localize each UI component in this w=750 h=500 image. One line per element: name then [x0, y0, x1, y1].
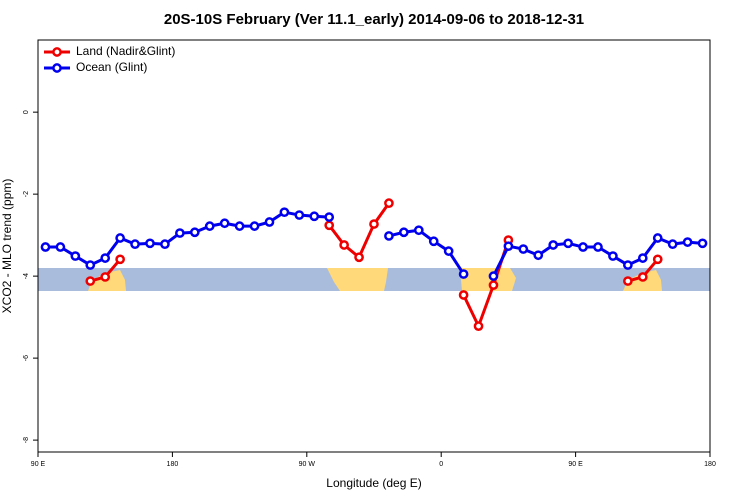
data-point [623, 276, 633, 286]
plot-frame [37, 39, 711, 453]
data-point [324, 220, 335, 231]
x-tick-label: 90 E [31, 461, 46, 468]
data-point [637, 272, 648, 282]
data-point [85, 276, 96, 286]
data-point [85, 260, 96, 270]
data-point [652, 233, 663, 243]
data-point [488, 280, 499, 291]
data-point [384, 231, 394, 241]
data-point [100, 272, 111, 282]
data-point [204, 221, 215, 231]
data-point [40, 242, 51, 252]
x-tick-label: 180 [167, 461, 179, 468]
data-point [697, 238, 708, 249]
data-point [518, 244, 529, 254]
x-axis-label: Longitude (deg E) [326, 476, 421, 490]
legend: Land (Nadir&Glint) Ocean (Glint) [44, 44, 175, 74]
data-point [354, 252, 364, 263]
data-point [652, 254, 663, 265]
data-point [369, 219, 379, 229]
data-point [55, 242, 66, 252]
data-point [503, 241, 514, 252]
data-point [682, 237, 693, 247]
data-point [428, 236, 439, 247]
data-point [458, 269, 469, 279]
land-band [327, 268, 388, 291]
data-point [667, 239, 678, 250]
data-point [608, 251, 618, 261]
data-point [145, 238, 155, 249]
data-point [294, 210, 305, 220]
legend-marker [52, 63, 62, 73]
chart-title: 20S-10S February (Ver 11.1_early) 2014-0… [164, 11, 584, 28]
data-point [115, 233, 125, 243]
data-point [189, 227, 200, 238]
data-point [593, 242, 603, 252]
legend-marker [52, 47, 62, 57]
land-band [460, 268, 516, 291]
data-point [578, 242, 588, 252]
data-point [533, 250, 544, 261]
x-tick-label: 0 [439, 461, 443, 468]
data-point [339, 240, 349, 250]
data-point [115, 254, 125, 265]
data-point [234, 221, 245, 231]
data-point [637, 253, 648, 263]
legend-label: Land (Nadir&Glint) [76, 44, 175, 58]
data-point [279, 207, 290, 218]
data-point [399, 227, 409, 238]
data-point [488, 271, 499, 281]
data-point [219, 218, 230, 229]
data-point [309, 211, 320, 222]
data-point [324, 212, 335, 222]
y-tick-label: -6 [23, 355, 30, 361]
y-tick-label: -8 [23, 437, 30, 443]
x-tick-label: 90 E [568, 461, 583, 468]
y-tick-label: 0 [23, 110, 30, 114]
y-tick-label: -4 [23, 273, 30, 279]
data-point [264, 217, 275, 227]
data-point [100, 253, 111, 263]
data-point [473, 321, 484, 331]
data-point [563, 238, 573, 249]
x-tick-label: 180 [704, 461, 716, 468]
land-ocean-map [38, 268, 710, 291]
data-point [175, 228, 185, 238]
y-tick-label: -2 [23, 191, 30, 197]
x-tick-label: 90 W [299, 461, 316, 468]
data-point [249, 221, 260, 231]
legend-label: Ocean (Glint) [76, 60, 147, 74]
data-point [458, 290, 469, 300]
data-point [130, 239, 140, 250]
data-point [70, 251, 81, 261]
data-point [443, 246, 454, 256]
data-point [623, 260, 633, 270]
data-point [160, 239, 170, 250]
data-point [413, 225, 424, 236]
data-point [384, 198, 394, 209]
y-axis-label: XCO2 - MLO trend (ppm) [0, 179, 14, 314]
data-point [548, 240, 559, 250]
